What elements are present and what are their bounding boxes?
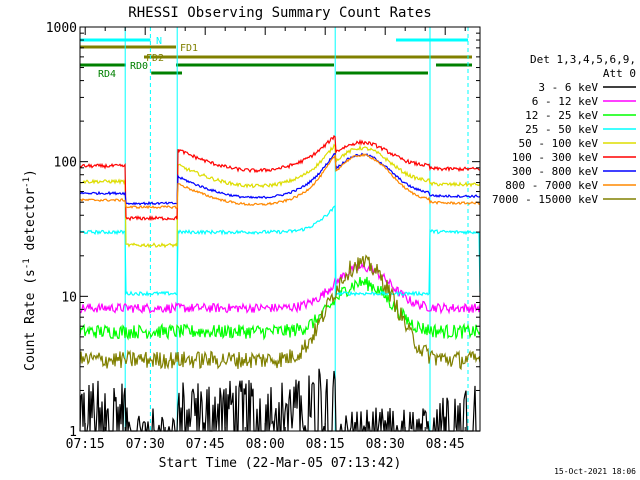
footer-date: 15-Oct-2021 18:06 xyxy=(554,467,636,476)
series-line xyxy=(79,368,480,432)
y-tick-label: 100 xyxy=(54,156,77,171)
legend-label: 50 - 100 keV xyxy=(519,137,599,150)
chart-title: RHESSI Observing Summary Count Rates xyxy=(128,5,431,21)
x-tick-label: 07:30 xyxy=(126,437,165,452)
y-axis-label-sup1: -1 xyxy=(22,258,32,269)
plot-area xyxy=(79,27,481,432)
y-axis-label-end: ) xyxy=(23,169,38,177)
flag-bar-label: RD0 xyxy=(130,61,148,72)
series-line xyxy=(79,135,481,222)
x-tick-label: 07:45 xyxy=(186,437,225,452)
legend-header-line-1: Det 1,3,4,5,6,9, xyxy=(530,53,636,66)
y-tick-label: 1000 xyxy=(46,21,77,36)
x-tick-label: 07:15 xyxy=(66,437,105,452)
flag-bar-label: FD2 xyxy=(146,53,164,64)
y-axis-label: Count Rate (s-1 detector-1) xyxy=(22,169,38,371)
x-tick-label: 08:30 xyxy=(366,437,405,452)
y-axis-label-sup2: -1 xyxy=(22,177,32,188)
x-tick-label: 08:15 xyxy=(306,437,345,452)
series-line xyxy=(79,276,481,341)
legend-label: 300 - 800 keV xyxy=(512,165,598,178)
series-line xyxy=(79,152,481,206)
flag-bar-label: FD1 xyxy=(180,43,198,54)
y-axis-label-main: Count Rate (s xyxy=(23,269,38,371)
legend-label: 800 - 7000 keV xyxy=(505,179,598,192)
legend-label: 3 - 6 keV xyxy=(538,81,598,94)
series-line xyxy=(79,153,481,210)
series-line xyxy=(79,143,481,249)
x-tick-label: 08:00 xyxy=(246,437,285,452)
legend-label: 25 - 50 keV xyxy=(525,123,598,136)
y-axis: 1 10 100 1000 xyxy=(46,21,481,440)
series-line xyxy=(79,254,481,371)
x-axis-label: Start Time (22-Mar-05 07:13:42) xyxy=(159,456,402,471)
legend-label: 100 - 300 keV xyxy=(512,151,598,164)
flag-bar-label: N xyxy=(156,36,162,47)
plot-frame xyxy=(79,26,481,432)
legend-header-line-2: Att 0 xyxy=(603,67,636,80)
y-tick-label: 1 xyxy=(69,425,77,440)
y-axis-label-mid: detector xyxy=(23,188,38,259)
x-tick-label: 08:45 xyxy=(426,437,465,452)
legend-label: 6 - 12 keV xyxy=(532,95,599,108)
legend-label: 7000 - 15000 keV xyxy=(492,193,598,206)
series-line xyxy=(79,261,481,315)
series-line xyxy=(79,204,481,298)
x-axis: 07:15 07:30 07:45 08:00 08:15 08:30 08:45 xyxy=(66,27,466,452)
flag-bar-label: RD4 xyxy=(98,69,116,80)
y-tick-label: 10 xyxy=(61,290,77,305)
legend-label: 12 - 25 keV xyxy=(525,109,598,122)
